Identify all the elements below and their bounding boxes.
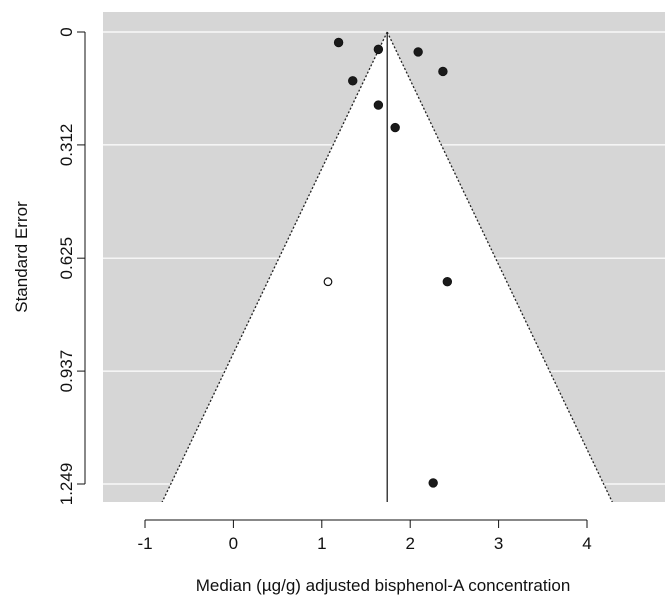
- study-point-0-3: [438, 66, 448, 77]
- open-point-1-0: [323, 277, 333, 287]
- y-tick-label-3: 0.937: [57, 350, 76, 393]
- y-tick-label-1: 0.312: [57, 124, 76, 167]
- study-point-0-7: [442, 277, 453, 287]
- x-tick-label-4: 3: [494, 534, 503, 553]
- x-tick-label-0: -1: [137, 534, 152, 553]
- x-tick-label-3: 2: [405, 534, 414, 553]
- y-tick-label-0: 0: [57, 27, 76, 36]
- study-point-0-0: [333, 37, 344, 48]
- axes: -1 0 1 2 3 4 0 0.312 0.625 0.937 1.249: [57, 27, 592, 553]
- study-point-0-4: [348, 76, 358, 86]
- x-axis-title: Median (µg/g) adjusted bisphenol-A conce…: [196, 576, 571, 595]
- study-point-0-1: [373, 44, 384, 55]
- y-tick-label-2: 0.625: [57, 237, 76, 280]
- y-axis-title: Standard Error: [12, 201, 31, 313]
- x-tick-label-5: 4: [582, 534, 591, 553]
- data-points: [323, 37, 453, 488]
- x-tick-label-2: 1: [317, 534, 326, 553]
- study-point-0-6: [390, 122, 400, 133]
- study-point-0-2: [413, 47, 423, 57]
- y-tick-label-4: 1.249: [57, 463, 76, 506]
- x-axis-ticks: -1 0 1 2 3 4: [137, 520, 592, 553]
- y-axis-ticks: 0 0.312 0.625 0.937 1.249: [57, 27, 85, 505]
- study-point-0-5: [373, 100, 384, 110]
- study-point-0-8: [428, 478, 438, 488]
- x-tick-label-1: 0: [229, 534, 238, 553]
